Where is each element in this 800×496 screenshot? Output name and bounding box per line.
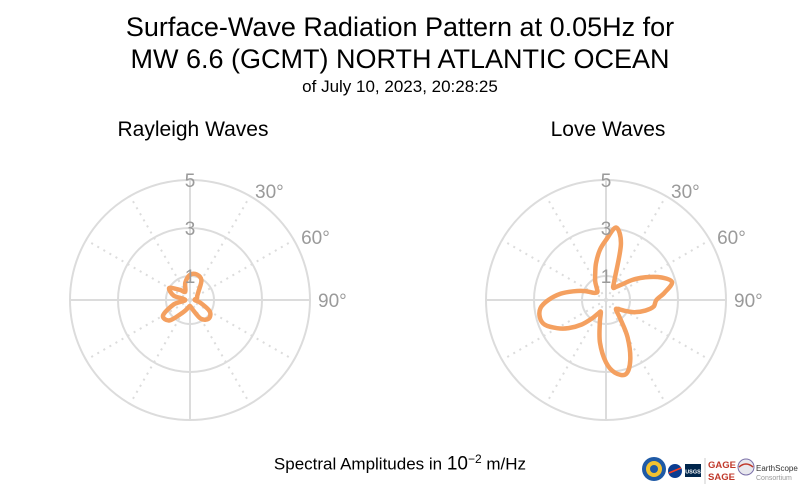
sponsor-logos: USGS GAGE SAGE EarthScope Consortium xyxy=(642,457,798,484)
nasa-logo-icon xyxy=(668,464,682,478)
nsf-logo-icon xyxy=(642,457,666,481)
rayleigh-angle-tick-90: 90° xyxy=(318,291,347,312)
rayleigh-spoke-150 xyxy=(189,299,251,405)
sage-text: SAGE xyxy=(708,472,735,483)
chart-title-line1: Surface-Wave Radiation Pattern at 0.05Hz… xyxy=(125,12,675,42)
love-spoke-330 xyxy=(545,195,607,301)
love-spoke-300 xyxy=(501,239,607,301)
rayleigh-angle-tick-30: 30° xyxy=(255,182,284,203)
usgs-text: USGS xyxy=(685,470,701,476)
love-pattern-line xyxy=(537,225,675,378)
rayleigh-spoke-120 xyxy=(189,299,295,361)
love-angle-tick-60: 60° xyxy=(717,228,746,249)
rayleigh-spoke-60 xyxy=(189,239,295,301)
rayleigh-spoke-240 xyxy=(85,299,191,361)
love-angle-tick-30: 30° xyxy=(671,182,700,203)
love-radial-tick-5: 5 xyxy=(601,171,612,192)
love-spoke-120 xyxy=(605,299,711,361)
rayleigh-angle-tick-60: 60° xyxy=(301,228,330,249)
rayleigh-radial-tick-5: 5 xyxy=(185,171,196,192)
rayleigh-spoke-330 xyxy=(129,195,191,301)
love-spoke-240 xyxy=(501,299,607,361)
rayleigh-ring-5 xyxy=(69,179,311,421)
consortium-text: Consortium xyxy=(756,475,792,482)
rayleigh-pattern-line xyxy=(160,271,213,323)
love-polar-chart: 1 3 5 30° 60° 90° xyxy=(485,171,763,421)
usgs-logo-icon: USGS xyxy=(685,464,701,477)
rayleigh-spoke-210 xyxy=(129,299,191,405)
rayleigh-spoke-300 xyxy=(85,239,191,301)
love-spoke-30 xyxy=(605,195,667,301)
caption-base: 10 xyxy=(446,453,468,475)
rayleigh-panel-title: Rayleigh Waves xyxy=(117,118,269,141)
love-spoke-60 xyxy=(605,239,711,301)
love-spoke-210 xyxy=(545,299,607,405)
chart-title-line2: MW 6.6 (GCMT) NORTH ATLANTIC OCEAN xyxy=(130,44,670,74)
love-radial-tick-1: 1 xyxy=(601,267,612,288)
earthscope-text: EarthScope xyxy=(756,464,798,473)
rayleigh-radial-tick-1: 1 xyxy=(185,267,196,288)
love-ring-5 xyxy=(485,179,727,421)
rayleigh-radial-tick-3: 3 xyxy=(185,219,196,240)
rayleigh-ring-3 xyxy=(117,227,263,373)
rayleigh-spoke-30 xyxy=(189,195,251,301)
earthscope-logo-icon xyxy=(737,458,755,476)
caption-unit: m/Hz xyxy=(481,454,527,474)
love-angle-tick-90: 90° xyxy=(734,291,763,312)
amplitude-units-caption: Spectral Amplitudes in 10−2 m/Hz xyxy=(0,452,800,476)
gage-text: GAGE xyxy=(708,460,736,471)
love-spoke-150 xyxy=(605,299,667,405)
caption-prefix: Spectral Amplitudes in xyxy=(273,454,447,474)
chart-subtitle: of July 10, 2023, 20:28:25 xyxy=(302,77,498,96)
rayleigh-polar-chart: 1 3 5 30° 60° 90° xyxy=(69,171,347,421)
love-ring-1 xyxy=(581,275,631,325)
love-panel-title: Love Waves xyxy=(550,118,666,141)
caption-exponent: −2 xyxy=(467,452,482,466)
love-radial-tick-3: 3 xyxy=(601,219,612,240)
love-ring-3 xyxy=(533,227,679,373)
